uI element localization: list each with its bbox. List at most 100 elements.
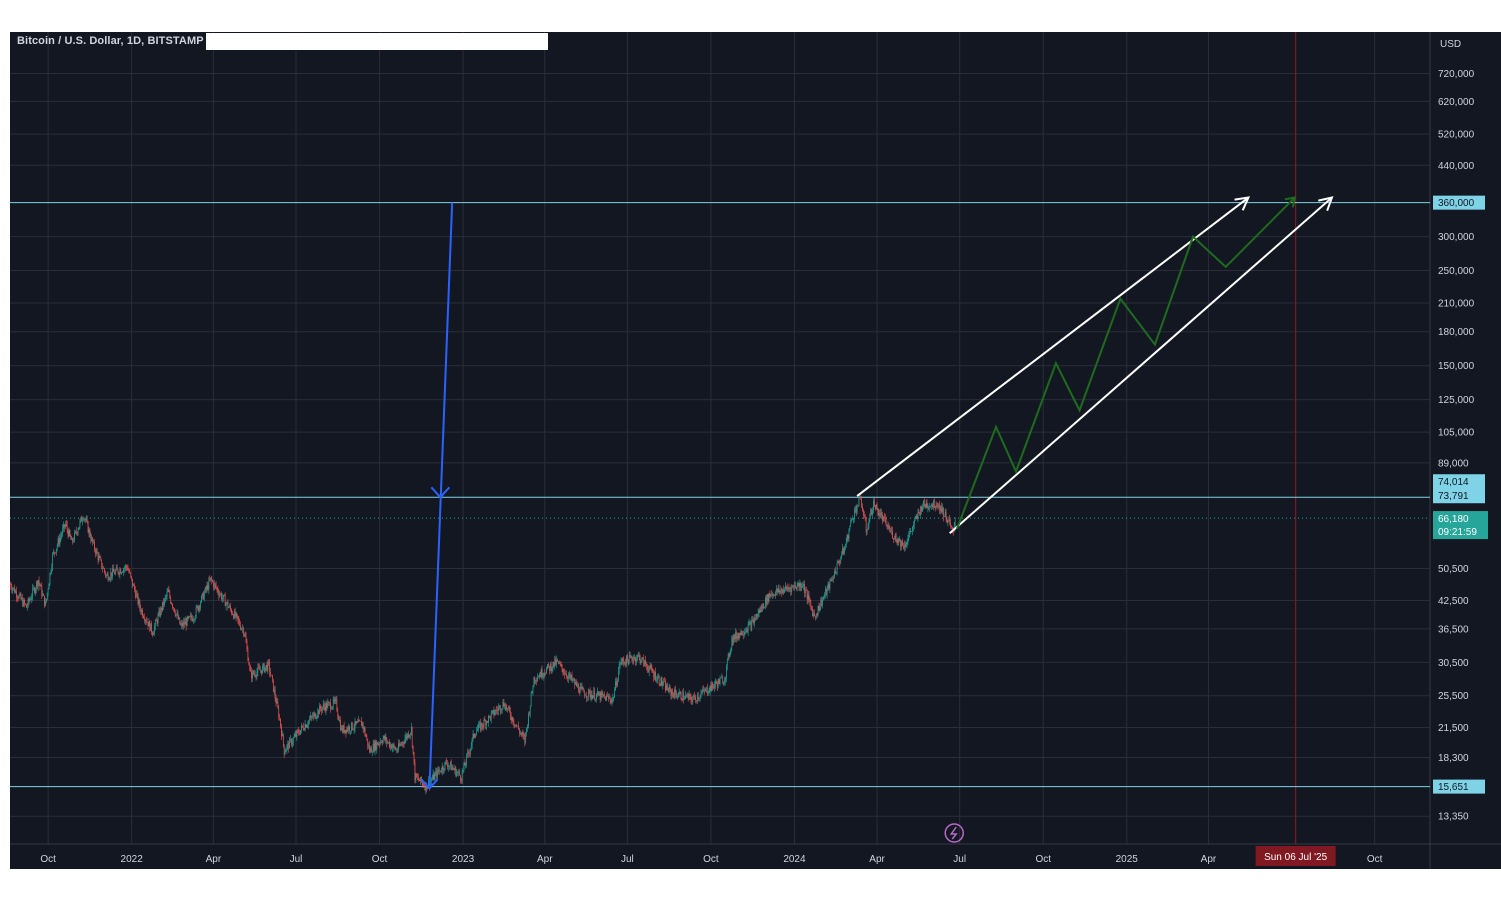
candle-body [919, 512, 921, 515]
candle-body [763, 603, 764, 608]
candle-body [223, 594, 224, 598]
candle-body [183, 621, 184, 627]
price-tick-label: 520,000 [1438, 130, 1475, 141]
candle-body [574, 679, 576, 685]
price-tick-label: 36,500 [1438, 624, 1469, 635]
candle-body [641, 657, 643, 662]
candle-body [923, 500, 925, 505]
candle-body [654, 671, 655, 678]
candle-body [540, 669, 542, 677]
candle-body [797, 583, 799, 586]
price-tick-label: 720,000 [1438, 69, 1475, 80]
candle-body [869, 516, 871, 521]
candle-body [515, 724, 517, 727]
candle-body [160, 607, 162, 616]
candle-body [179, 617, 181, 625]
candle-body [69, 530, 71, 536]
candle-body [292, 737, 294, 743]
candle-body [601, 692, 603, 695]
candle-body [52, 553, 54, 567]
candle-body [63, 524, 64, 529]
candle-body [795, 587, 797, 590]
candle-body [804, 590, 806, 593]
candle-body [11, 587, 13, 591]
candle-body [664, 681, 665, 682]
candle-body [637, 654, 639, 656]
candle-body [944, 512, 946, 517]
candle-body [726, 659, 728, 666]
candle-body [479, 722, 481, 730]
candle-body [913, 520, 915, 525]
candle-body [43, 594, 44, 596]
candle-body [415, 773, 417, 781]
candle-body [23, 599, 24, 606]
candle-body [231, 609, 232, 614]
candle-body [536, 680, 537, 682]
candle-body [880, 512, 882, 517]
candle-body [870, 509, 872, 517]
candle-body [213, 581, 214, 588]
candle-body [410, 727, 412, 734]
candle-body [33, 588, 34, 589]
candle-body [872, 510, 873, 515]
candle-body [325, 703, 327, 711]
candle-body [649, 665, 651, 669]
candle-body [503, 702, 505, 706]
candle-body [135, 593, 137, 598]
price-tick-label: 180,000 [1438, 327, 1475, 338]
candle-body [476, 731, 478, 736]
candle-body [764, 607, 765, 608]
chart-area[interactable] [10, 32, 1501, 869]
candle-body [338, 715, 340, 721]
price-tick-label: 50,500 [1438, 564, 1469, 575]
candle-body [467, 752, 468, 755]
candle-body [747, 624, 749, 632]
currency-selector[interactable]: USD [1440, 39, 1462, 50]
candle-body [413, 752, 415, 762]
candle-body [49, 573, 51, 584]
candle-body [493, 709, 495, 716]
candle-body [462, 770, 464, 772]
candle-body [525, 732, 527, 743]
candle-body [85, 518, 86, 521]
candle-body [45, 598, 47, 602]
candle-body [10, 583, 12, 588]
candle-body [698, 697, 700, 700]
time-tick-label: 2025 [1116, 854, 1139, 865]
candle-body [895, 534, 897, 541]
candle-body [783, 589, 784, 593]
candle-body [824, 594, 825, 597]
candle-body [340, 720, 341, 731]
candle-body [626, 655, 627, 665]
candle-body [707, 692, 709, 694]
candle-body [825, 589, 827, 594]
candle-body [898, 538, 900, 542]
candle-body [703, 689, 705, 691]
candle-body [125, 565, 127, 568]
candle-body [232, 613, 233, 615]
lightning-icon[interactable] [944, 823, 964, 843]
time-tick-label: 2024 [783, 854, 806, 865]
candle-body [510, 716, 512, 721]
candle-body [946, 518, 948, 523]
candle-body [622, 658, 624, 661]
candle-body [176, 613, 178, 615]
candle-body [62, 528, 64, 535]
candle-body [627, 655, 628, 660]
candle-body [658, 676, 660, 684]
candle-body [193, 620, 194, 622]
candle-body [45, 601, 46, 606]
candle-body [42, 594, 44, 596]
candle-body [137, 594, 139, 604]
candle-body [132, 578, 133, 587]
candle-body [584, 692, 586, 697]
price-chart[interactable]: 720,000 620,000 520,000 440,000 300,000 250,0… [10, 32, 1501, 869]
candle-body [680, 692, 682, 699]
candle-body [251, 671, 252, 679]
candle-body [864, 516, 866, 521]
candle-body [423, 785, 425, 787]
candle-body [911, 531, 912, 532]
candle-body [117, 569, 119, 574]
price-tick-label: 42,500 [1438, 596, 1469, 607]
candle-body [692, 699, 694, 703]
